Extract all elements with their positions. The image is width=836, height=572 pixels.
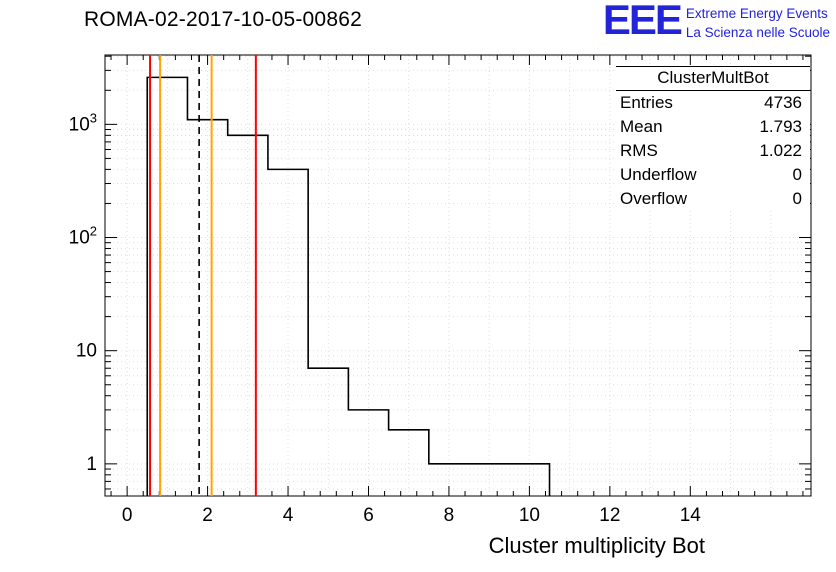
stats-label: Overflow xyxy=(620,189,688,209)
svg-text:2: 2 xyxy=(202,505,213,526)
svg-text:1: 1 xyxy=(86,454,97,475)
histogram-step-line xyxy=(146,76,551,496)
stats-value: 0 xyxy=(792,165,802,185)
svg-text:102: 102 xyxy=(69,224,97,249)
svg-text:10: 10 xyxy=(519,505,540,526)
stats-label: Underflow xyxy=(620,165,697,185)
plot-title: ROMA-02-2017-10-05-00862 xyxy=(84,8,362,31)
stats-label: Mean xyxy=(620,117,663,137)
stats-row-rms: RMS 1.022 xyxy=(616,139,810,163)
eee-logo-line2: La Scienza nelle Scuole xyxy=(685,24,830,40)
eee-logo-text: Extreme Energy Events La Scienza nelle S… xyxy=(686,2,830,43)
svg-text:8: 8 xyxy=(444,505,455,526)
svg-text:103: 103 xyxy=(69,110,97,135)
stats-box: ClusterMultBot Entries 4736 Mean 1.793 R… xyxy=(616,66,810,212)
plot-frame xyxy=(104,54,812,497)
stats-value: 1.793 xyxy=(759,117,802,137)
stats-row-entries: Entries 4736 xyxy=(616,91,810,115)
stats-row-overflow: Overflow 0 xyxy=(616,187,810,211)
stats-value: 4736 xyxy=(764,93,802,112)
svg-text:10: 10 xyxy=(76,341,97,362)
svg-text:0: 0 xyxy=(122,505,133,526)
eee-logo: EEE Extreme Energy Events La Scienza nel… xyxy=(602,0,830,43)
axis-ticks xyxy=(105,55,811,496)
stats-value: 1.022 xyxy=(759,141,802,161)
x-axis-title: Cluster multiplicity Bot xyxy=(488,533,705,558)
svg-text:6: 6 xyxy=(363,505,374,526)
stats-label: Entries xyxy=(620,93,673,112)
svg-text:12: 12 xyxy=(599,505,620,526)
stats-value: 0 xyxy=(792,189,802,209)
stats-label: RMS xyxy=(620,141,658,161)
svg-text:14: 14 xyxy=(680,505,702,526)
stats-row-underflow: Underflow 0 xyxy=(616,163,810,187)
axis-tick-labels: 0 2 4 6 8 10 12 14 1 10 102 103 xyxy=(69,110,702,526)
stats-box-title: ClusterMultBot xyxy=(616,67,810,91)
eee-logo-letters: EEE xyxy=(602,0,683,43)
eee-logo-line1: Extreme Energy Events xyxy=(685,6,828,21)
svg-text:4: 4 xyxy=(283,505,294,526)
stats-row-mean: Mean 1.793 xyxy=(616,115,810,139)
